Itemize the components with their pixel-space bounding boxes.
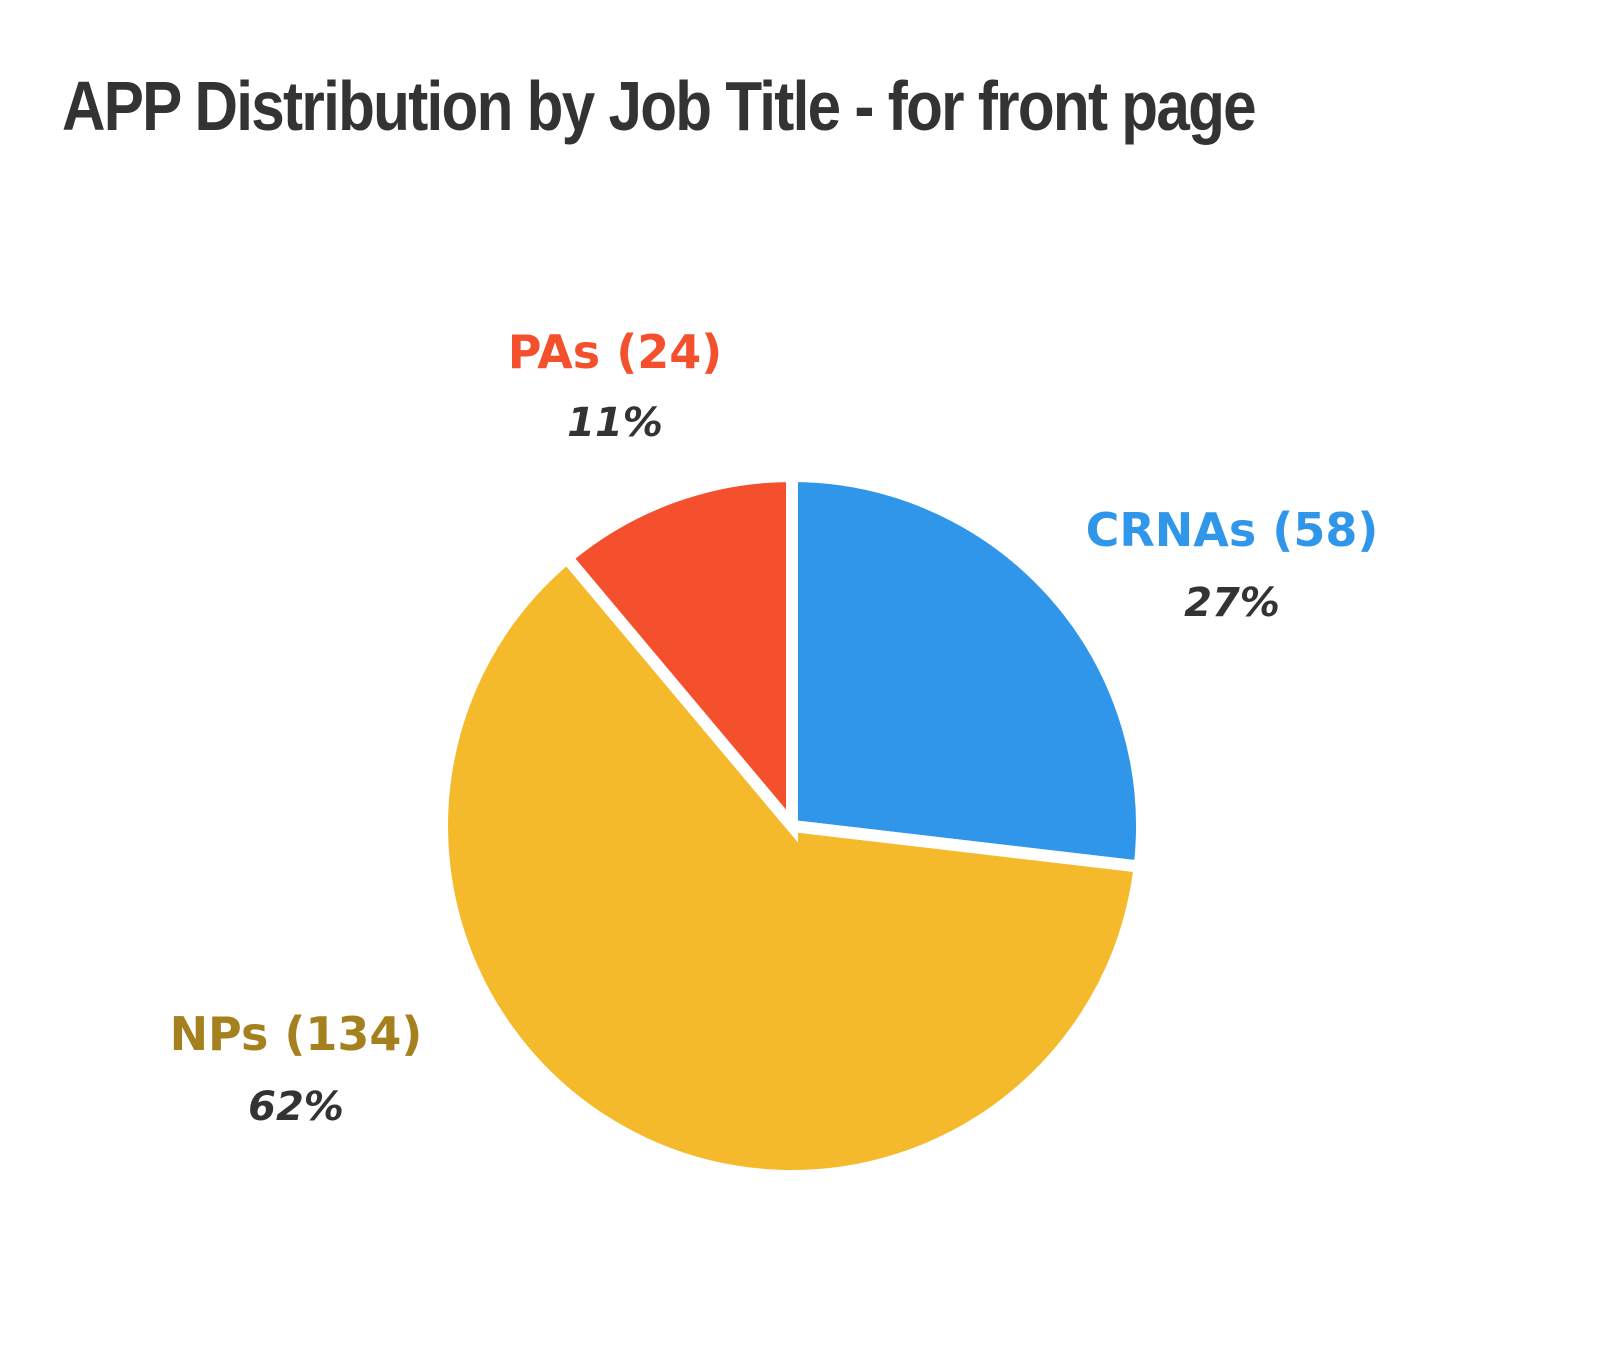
pie-slice-pas: [558, 469, 798, 843]
slice-label-crnas: CRNAs (58): [1086, 503, 1379, 557]
slice-label-nps: NPs (134): [170, 1007, 423, 1061]
pie-slice-nps: [436, 549, 1147, 1182]
slice-percent-crnas: 27%: [1184, 580, 1280, 626]
slice-percent-pas: 11%: [567, 400, 663, 446]
pie-labels: CRNAs (58) 27% NPs (134) 62% PAs (24) 11%: [170, 325, 1379, 1130]
pie-slices: [436, 469, 1148, 1182]
pie-slice-crnas: [786, 469, 1148, 874]
slice-percent-nps: 62%: [248, 1084, 344, 1130]
slice-label-pas: PAs (24): [508, 325, 723, 379]
chart-title: APP Distribution by Job Title - for fron…: [62, 67, 1257, 145]
